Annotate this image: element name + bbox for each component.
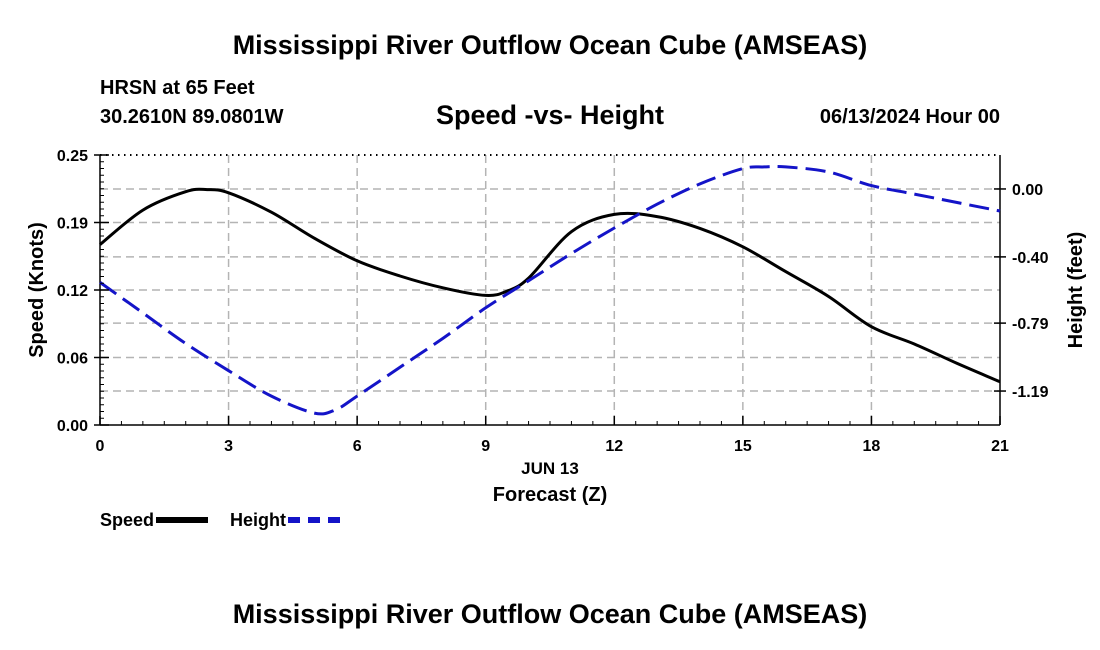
forecast-datetime: 06/13/2024 Hour 00 [819, 106, 1000, 128]
y2-tick-label: -0.40 [1012, 250, 1049, 267]
y-tick-label: 0.06 [57, 351, 88, 368]
series-lines [99, 164, 1001, 416]
x-axis-date-label: JUN 13 [521, 459, 579, 478]
y-tick-label: 0.25 [57, 148, 88, 165]
main-title: Mississippi River Outflow Ocean Cube (AM… [232, 30, 868, 60]
y-tick-label: 0.12 [57, 283, 88, 300]
legend-label-height: Height [230, 509, 286, 530]
grid-lines [100, 155, 1000, 425]
station-coordinates: 30.2610N 89.0801W [100, 106, 284, 128]
y-axis-label: Speed (Knots) [26, 222, 48, 358]
speed-height-chart: 0 3 6 9 12 15 18 21 0.00 0.06 0.12 0.19 0.25 0.00 -0.4… [26, 148, 1087, 506]
legend-swatch-height [288, 517, 340, 524]
y2-tick-label: 0.00 [1012, 182, 1043, 199]
chart-title: Speed -vs- Height [435, 100, 665, 130]
y-tick-label: 0.00 [57, 418, 88, 435]
x-axis-label: Forecast (Z) [493, 484, 607, 506]
axis-ticks: 0 3 6 9 12 15 18 21 0.00 0.06 0.12 0.19 0.25 0.00 -0.4… [57, 148, 1049, 455]
x-tick-label: 18 [863, 438, 881, 455]
footer-title: Mississippi River Outflow Ocean Cube (AM… [232, 599, 868, 629]
x-tick-label: 21 [991, 438, 1009, 455]
legend-item-height: Height [230, 509, 340, 531]
series-line-speed [99, 187, 1001, 384]
legend-item-speed: Speed [100, 509, 209, 531]
x-tick-label: 0 [96, 438, 105, 455]
legend-label-speed: Speed [100, 509, 155, 530]
y2-tick-label: -0.79 [1012, 316, 1049, 333]
x-tick-label: 12 [605, 438, 623, 455]
legend-swatch-speed [156, 517, 209, 524]
x-tick-label: 3 [224, 438, 233, 455]
y2-tick-label: -1.19 [1012, 384, 1049, 401]
y2-axis-label: Height (feet) [1065, 232, 1087, 349]
station-label: HRSN at 65 Feet [100, 77, 255, 99]
y-tick-label: 0.19 [57, 216, 88, 233]
series-line-height [99, 164, 1001, 416]
x-tick-label: 9 [481, 438, 490, 455]
x-tick-label: 6 [353, 438, 362, 455]
x-tick-label: 15 [734, 438, 752, 455]
